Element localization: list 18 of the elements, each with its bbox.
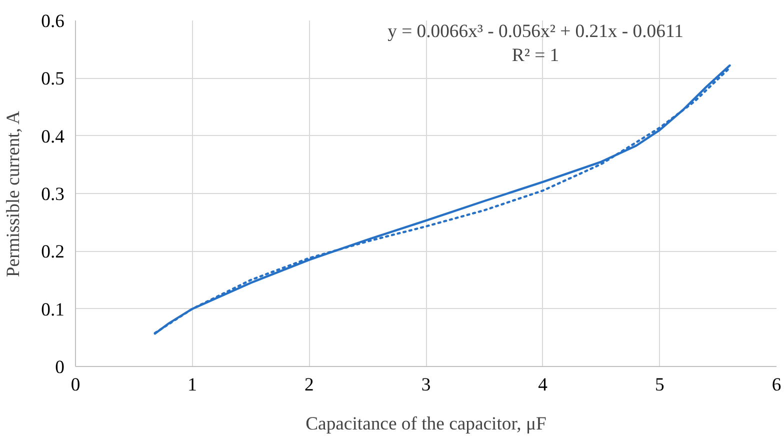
x-tick-label: 4	[538, 374, 548, 396]
y-tick-label: 0.6	[41, 11, 65, 32]
y-tick-label: 0.4	[41, 126, 66, 148]
y-tick-label: 0	[55, 357, 64, 378]
y-tick-label: 0.3	[41, 184, 65, 205]
x-axis-title: Capacitance of the capacitor, μF	[306, 414, 546, 434]
y-axis-title: Permissible current, A	[3, 110, 24, 278]
annotation: y = 0.0066x³ - 0.056x² + 0.21x - 0.0611	[388, 21, 684, 42]
x-tick-label: 5	[655, 374, 664, 396]
y-tick-label: 0.5	[41, 68, 65, 90]
x-tick-label: 1	[188, 374, 197, 396]
y-tick-label: 0.1	[41, 299, 65, 320]
x-tick-label: 0	[70, 374, 80, 396]
x-tick-label: 6	[772, 374, 782, 396]
x-tick-label: 2	[304, 374, 314, 396]
x-tick-label: 3	[421, 374, 431, 396]
annotation: R² = 1	[512, 45, 560, 66]
y-tick-label: 0.2	[41, 242, 65, 263]
